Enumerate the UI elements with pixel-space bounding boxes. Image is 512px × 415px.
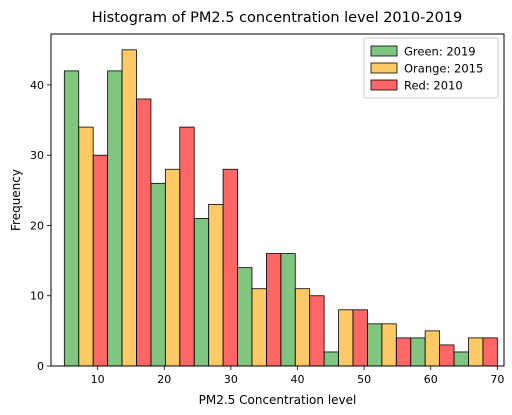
bar-3-4: [222, 168, 238, 367]
bar-1-4: [193, 218, 210, 367]
bar-1-2: [107, 70, 123, 367]
bar-3-7: [352, 309, 368, 367]
y-tick-label: 40: [30, 79, 44, 92]
y-axis-label: Frequency: [9, 169, 23, 231]
legend-box: [363, 37, 499, 99]
y-tick-label: 0: [37, 360, 44, 373]
bar-3-5: [265, 253, 282, 367]
bar-1-7: [323, 351, 339, 367]
x-tick-label: 50: [357, 373, 371, 386]
bar-1-10: [453, 351, 469, 367]
legend: Green: 2019 Orange: 2015 Red: 2010: [363, 37, 499, 99]
x-axis: 10 20 30 40 50 60 70: [91, 366, 504, 386]
y-tick-label: 10: [30, 290, 44, 303]
bar-3-8: [395, 337, 412, 367]
chart-title: Histogram of PM2.5 concentration level 2…: [92, 10, 463, 26]
x-tick-label: 10: [91, 373, 105, 386]
legend-swatch-2: [370, 62, 398, 74]
x-tick-label: 60: [424, 373, 438, 386]
y-axis: 0 10 20 30 40: [30, 79, 51, 373]
bars-layer: [63, 49, 498, 367]
bar-3-6: [309, 295, 325, 367]
bar-2-5: [251, 288, 267, 367]
bar-2-8: [381, 323, 397, 367]
y-tick-label: 20: [30, 219, 44, 232]
bar-3-2: [136, 98, 152, 367]
bar-2-7: [338, 309, 354, 367]
bar-2-3: [164, 168, 181, 367]
legend-label-3: Red: 2010: [404, 79, 463, 93]
plot-frame: [50, 33, 505, 367]
bar-2-1: [78, 126, 94, 367]
bar-1-8: [367, 323, 383, 367]
y-tick-label: 30: [30, 149, 44, 162]
bar-3-1: [92, 154, 109, 367]
x-axis-label: PM2.5 Concentration level: [199, 393, 357, 407]
bar-2-9: [424, 330, 441, 367]
bar-1-9: [410, 337, 426, 367]
bar-2-6: [294, 288, 311, 367]
bar-1-5: [237, 267, 253, 367]
bar-2-4: [208, 203, 224, 367]
bar-1-6: [280, 253, 296, 367]
x-tick-label: 70: [490, 373, 504, 386]
bar-2-2: [121, 49, 137, 367]
x-tick-label: 40: [290, 373, 304, 386]
x-tick-label: 30: [224, 373, 238, 386]
legend-label-2: Orange: 2015: [404, 62, 483, 76]
legend-swatch-3: [370, 79, 398, 91]
x-tick-label: 20: [157, 373, 171, 386]
legend-swatch-1: [370, 45, 398, 57]
bar-3-9: [439, 344, 455, 367]
bar-2-10: [468, 337, 484, 367]
bar-3-10: [482, 337, 498, 367]
bar-1-3: [150, 182, 166, 367]
legend-label-1: Green: 2019: [404, 45, 476, 59]
bar-3-3: [179, 126, 195, 367]
bar-1-1: [63, 70, 80, 367]
